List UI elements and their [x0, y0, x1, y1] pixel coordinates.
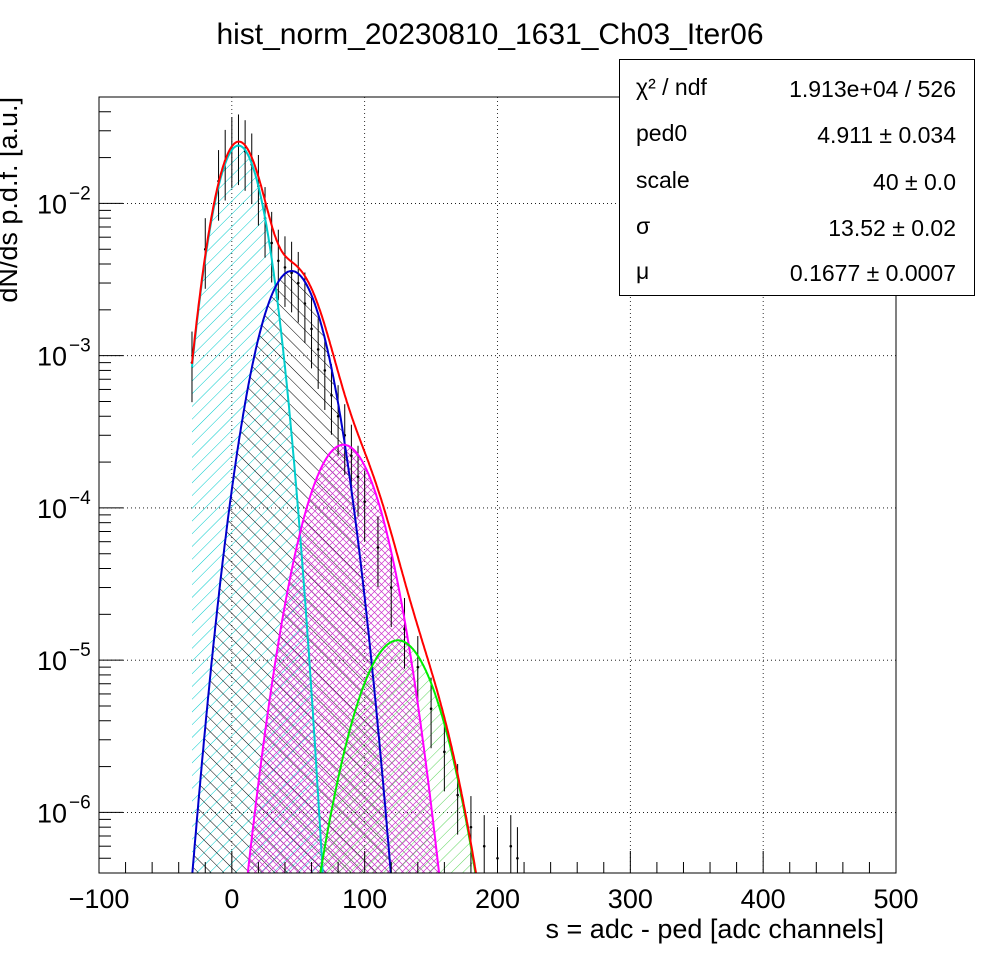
stat-label: σ: [636, 213, 651, 239]
stat-value: 1.913e+04 / 526: [789, 76, 956, 102]
stat-row-scale: scale 40 ± 0.0: [620, 159, 976, 206]
x-tick-label: 400: [741, 884, 786, 914]
y-tick-exponent: −4: [69, 488, 91, 509]
stat-row-chi2: χ² / ndf 1.913e+04 / 526: [620, 66, 976, 113]
data-point: [516, 856, 519, 860]
data-point: [356, 475, 360, 479]
data-point: [469, 825, 473, 829]
y-tick-exponent: −3: [69, 336, 91, 357]
data-point: [330, 393, 333, 397]
x-tick-label: 200: [475, 884, 520, 914]
data-point: [296, 281, 300, 285]
data-point: [303, 302, 307, 305]
stat-value: 0.1677 ± 0.0007: [789, 260, 956, 286]
y-tick-label: 10: [37, 189, 67, 219]
stat-label: ped0: [636, 120, 688, 146]
component-curve: [246, 443, 441, 873]
x-tick-label: 300: [608, 884, 653, 914]
stat-value: 4.911 ± 0.034: [817, 122, 956, 148]
fit-curves: [191, 140, 477, 873]
stat-row-mu: μ 0.1677 ± 0.0007: [620, 250, 976, 297]
data-point: [350, 454, 353, 458]
y-tick-label: 10: [37, 798, 67, 828]
data-point: [416, 665, 420, 669]
component-curve: [319, 639, 477, 873]
data-point: [316, 348, 320, 351]
data-point: [456, 793, 459, 797]
stat-value: 13.52 ± 0.02: [828, 215, 956, 241]
chart-title: hist_norm_20230810_1631_Ch03_Iter06: [216, 18, 763, 51]
y-tick-label: 10: [37, 494, 67, 524]
y-axis: 10−210−310−410−510−6: [37, 96, 123, 874]
x-tick-label: 500: [873, 884, 918, 914]
stat-row-sigma: σ 13.52 ± 0.02: [620, 205, 976, 252]
y-tick-label: 10: [37, 646, 67, 676]
data-point: [509, 844, 513, 848]
data-point: [323, 369, 327, 372]
data-point: [443, 750, 446, 754]
y-tick-exponent: −6: [69, 792, 91, 813]
data-point: [310, 327, 313, 331]
data-point: [270, 241, 273, 245]
stat-label: μ: [636, 258, 650, 284]
x-axis-label: s = adc - ped [adc channels]: [546, 914, 884, 944]
data-point: [283, 266, 287, 269]
data-point: [482, 844, 486, 848]
x-tick-label: 100: [342, 884, 387, 914]
stat-value: 40 ± 0.0: [873, 169, 956, 195]
data-point: [290, 271, 293, 275]
data-point: [363, 500, 366, 503]
y-tick-exponent: −5: [69, 640, 91, 661]
y-tick-exponent: −2: [69, 183, 91, 204]
x-axis: −100 0 100 200 300 400 500: [69, 851, 919, 914]
data-point: [277, 259, 280, 263]
y-tick-label: 10: [37, 342, 67, 372]
component-fills: [192, 145, 574, 873]
data-point: [389, 586, 393, 589]
component-curve: [191, 270, 392, 873]
x-tick-label: −100: [69, 884, 130, 914]
total-fit-curve: [191, 140, 477, 873]
stat-row-ped0: ped0 4.911 ± 0.034: [620, 112, 976, 159]
component-fill: [222, 640, 574, 873]
data-point: [429, 707, 433, 710]
stat-label: χ² / ndf: [636, 74, 707, 100]
stats-box: χ² / ndf 1.913e+04 / 526 ped0 4.911 ± 0.…: [619, 59, 975, 296]
x-tick-label: 0: [224, 884, 239, 914]
stat-label: scale: [636, 167, 690, 193]
y-axis-label: dN/ds p.d.f. [a.u.]: [0, 97, 23, 303]
data-point: [376, 546, 380, 549]
data-point: [336, 414, 340, 418]
